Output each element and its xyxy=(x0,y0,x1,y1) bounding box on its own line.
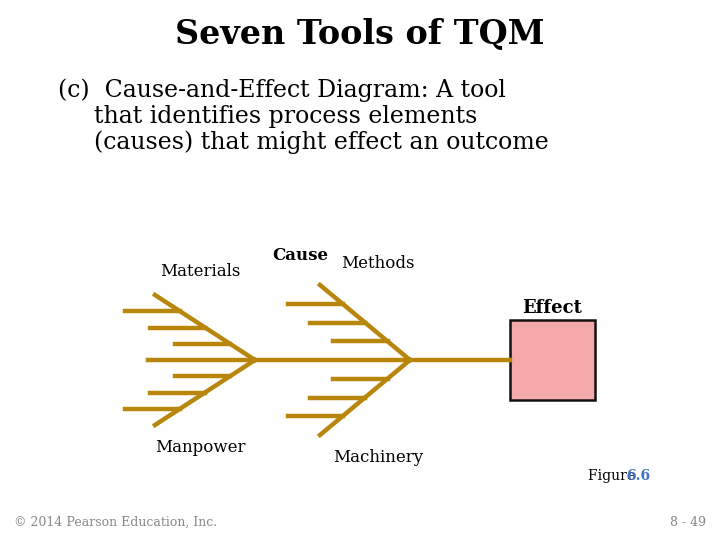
Text: Machinery: Machinery xyxy=(333,449,423,467)
Text: Figure: Figure xyxy=(588,469,639,483)
Bar xyxy=(510,320,595,400)
Text: (causes) that might effect an outcome: (causes) that might effect an outcome xyxy=(94,130,549,154)
Text: 8 - 49: 8 - 49 xyxy=(670,516,706,529)
Text: Materials: Materials xyxy=(160,264,240,280)
Text: 6.6: 6.6 xyxy=(626,469,650,483)
Text: © 2014 Pearson Education, Inc.: © 2014 Pearson Education, Inc. xyxy=(14,516,217,529)
Text: Methods: Methods xyxy=(341,255,415,273)
Text: Cause: Cause xyxy=(272,246,328,264)
Text: Seven Tools of TQM: Seven Tools of TQM xyxy=(175,18,545,51)
Text: Effect: Effect xyxy=(523,299,582,317)
Text: (c)  Cause-and-Effect Diagram: A tool: (c) Cause-and-Effect Diagram: A tool xyxy=(58,78,506,102)
Text: that identifies process elements: that identifies process elements xyxy=(94,105,477,127)
Text: Manpower: Manpower xyxy=(155,440,246,456)
